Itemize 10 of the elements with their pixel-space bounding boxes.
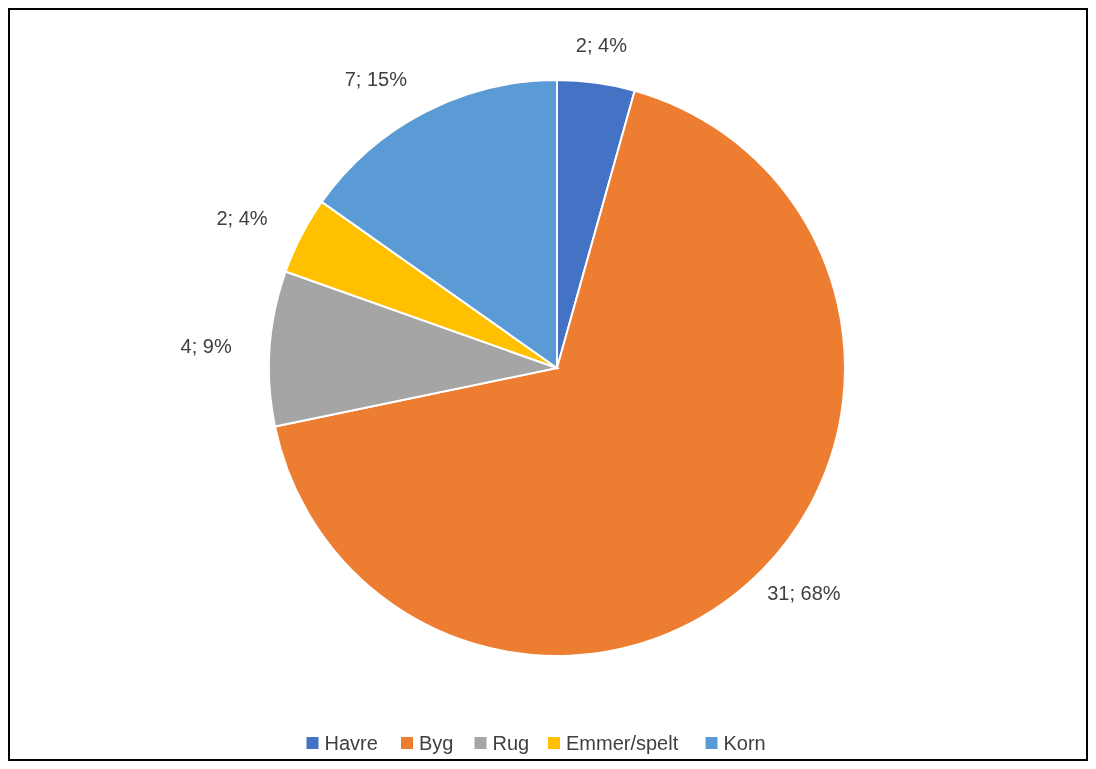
legend-label: Havre xyxy=(324,732,378,754)
legend-label: Korn xyxy=(723,732,766,754)
legend-label: Emmer/spelt xyxy=(566,732,679,754)
legend-label: Byg xyxy=(419,732,454,754)
legend-label: Rug xyxy=(492,732,530,754)
data-label: 2; 4% xyxy=(575,34,628,57)
data-label: 7; 15% xyxy=(344,67,408,90)
data-label: 2; 4% xyxy=(216,207,268,230)
data-label: 31; 68% xyxy=(767,582,841,605)
data-label: 4; 9% xyxy=(180,334,232,357)
